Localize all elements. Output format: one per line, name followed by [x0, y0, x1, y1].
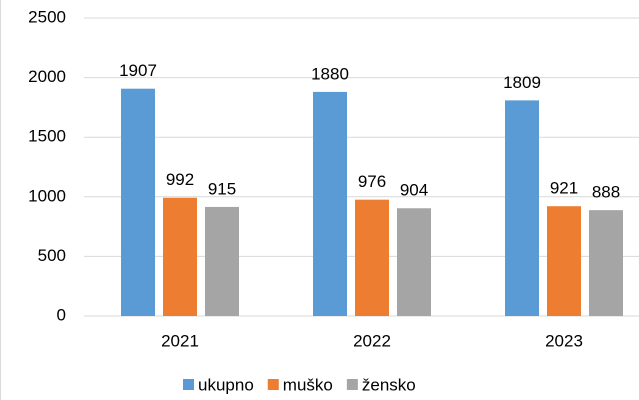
y-tick-label: 500 — [38, 246, 66, 265]
data-label: 1907 — [119, 61, 157, 80]
data-label: 921 — [550, 179, 578, 198]
y-tick-label: 0 — [57, 305, 66, 324]
y-tick-label: 1500 — [28, 127, 66, 146]
bar — [163, 197, 197, 316]
bar — [205, 206, 239, 316]
bar — [589, 210, 623, 316]
x-tick-label: 2021 — [161, 331, 199, 350]
legend-label: žensko — [362, 375, 416, 394]
legend-swatch — [346, 379, 358, 390]
x-tick-label: 2022 — [353, 331, 391, 350]
bar — [397, 208, 431, 316]
data-label: 915 — [208, 179, 236, 198]
data-label: 888 — [592, 183, 620, 202]
data-label: 1809 — [503, 73, 541, 92]
data-label: 976 — [358, 172, 386, 191]
y-tick-label: 2500 — [28, 7, 66, 26]
bar — [121, 88, 155, 316]
data-label: 904 — [400, 181, 428, 200]
legend-swatch — [267, 379, 279, 390]
bar — [355, 199, 389, 316]
legend-label: ukupno — [198, 375, 254, 394]
bar — [313, 91, 347, 317]
data-label: 992 — [166, 170, 194, 189]
legend-swatch — [183, 379, 194, 390]
bar — [547, 206, 581, 316]
y-tick-label: 1000 — [28, 186, 66, 205]
x-tick-label: 2023 — [545, 331, 583, 350]
data-label: 1880 — [311, 64, 349, 83]
y-tick-label: 2000 — [28, 67, 66, 86]
bar — [505, 100, 539, 316]
legend-label: muško — [283, 375, 333, 394]
